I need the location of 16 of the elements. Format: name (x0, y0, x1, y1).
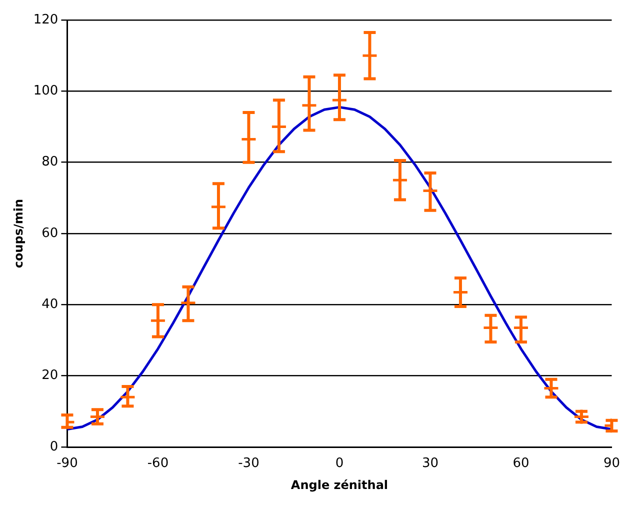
x-tick-label: -90 (56, 456, 78, 472)
y-tick-label: 0 (50, 439, 58, 454)
y-axis-title: coups/min (11, 198, 26, 268)
y-tick-label: 80 (42, 154, 58, 170)
y-tick-label: 100 (33, 84, 58, 99)
x-tick-label: -30 (238, 456, 260, 472)
x-tick-label: 0 (335, 456, 344, 472)
y-tick-label: 20 (42, 368, 58, 384)
y-tick-label: 40 (42, 297, 58, 312)
x-axis-title: Angle zénithal (290, 478, 388, 492)
x-tick-label: 60 (512, 456, 530, 472)
x-tick-label: -60 (147, 456, 169, 472)
y-tick-label: 120 (33, 12, 58, 28)
x-tick-label: 90 (603, 456, 620, 472)
x-tick-label: 30 (422, 456, 438, 472)
y-tick-label: 60 (42, 226, 58, 241)
